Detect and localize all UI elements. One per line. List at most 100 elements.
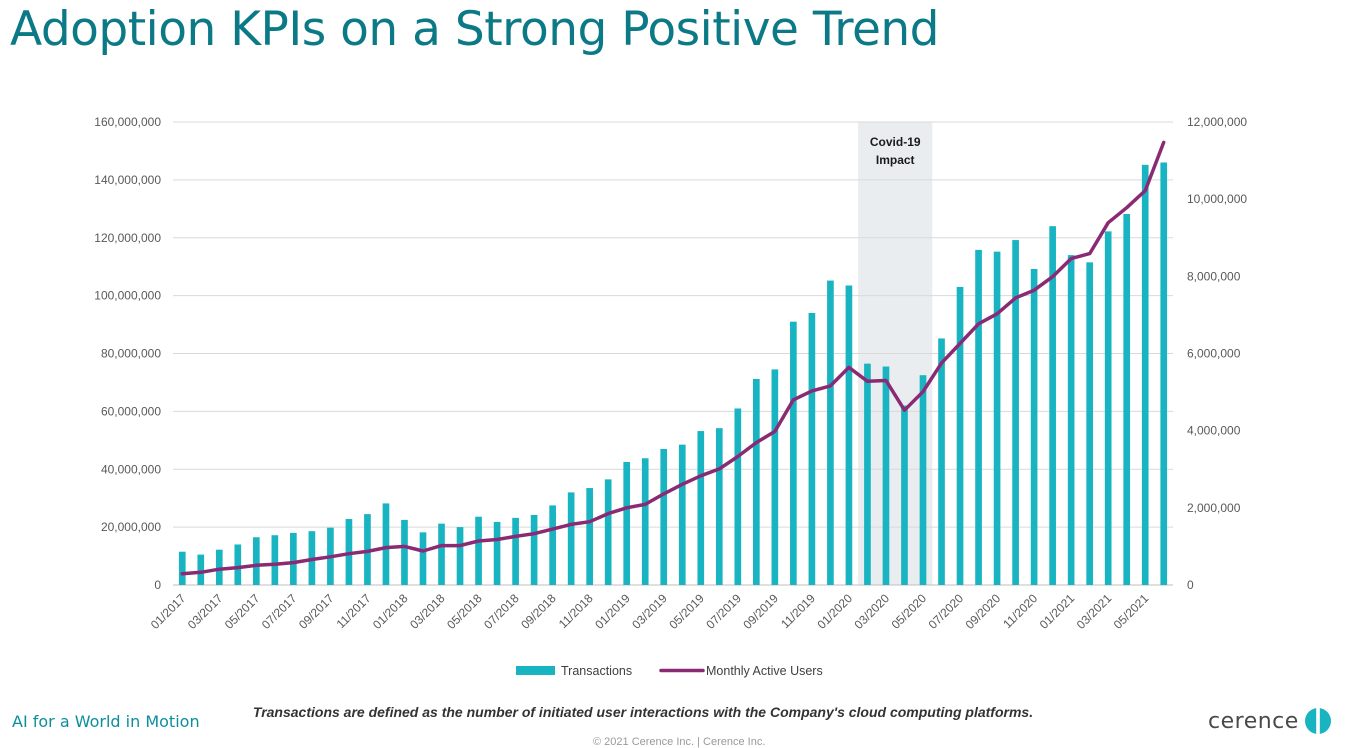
transactions-bar (678, 444, 686, 585)
x-tick-label: 01/2021 (1037, 591, 1078, 632)
right-y-tick-label: 10,000,000 (1187, 192, 1247, 206)
x-tick-label: 11/2020 (1000, 591, 1040, 631)
transactions-bar (641, 458, 649, 585)
x-tick-label: 11/2018 (556, 591, 596, 631)
transactions-bar (790, 321, 797, 585)
transactions-bar (419, 532, 427, 585)
right-y-tick-label: 6,000,000 (1187, 347, 1241, 361)
x-axis: 01/201703/201705/201707/201709/201711/20… (148, 591, 1152, 632)
x-tick-label: 11/2017 (334, 591, 374, 631)
transactions-bar (753, 378, 760, 585)
transactions-bar (1160, 162, 1168, 585)
transactions-bar (178, 551, 186, 585)
x-tick-label: 03/2020 (852, 591, 893, 632)
right-y-axis: 0 2,000,000 4,000,000 6,000,000 8,000,000 10,… (1187, 115, 1247, 592)
left-y-tick-label: 60,000,000 (101, 404, 161, 418)
x-tick-label: 03/2017 (185, 591, 226, 632)
transactions-bar (1141, 164, 1149, 585)
transactions-bar (623, 462, 631, 585)
transactions-bar (864, 363, 871, 585)
transactions-bar (456, 527, 464, 585)
transactions-bar (253, 537, 260, 585)
mau-line (180, 140, 1166, 576)
x-tick-label: 09/2020 (963, 591, 1004, 632)
transactions-bar (586, 488, 593, 585)
x-tick-label: 07/2017 (259, 591, 300, 632)
transactions-bar (215, 549, 223, 585)
transactions-bar (771, 369, 779, 585)
x-tick-label: 09/2019 (740, 591, 781, 632)
transactions-bar (1104, 231, 1112, 586)
left-y-tick-label: 80,000,000 (101, 347, 161, 361)
covid-annotation: Covid-19 Impact (870, 135, 921, 167)
x-tick-label: 01/2020 (814, 591, 855, 632)
x-tick-label: 05/2017 (222, 591, 263, 632)
x-tick-label: 05/2021 (1111, 591, 1152, 632)
transactions-bar (382, 503, 390, 585)
footnote: Transactions are defined as the number o… (252, 704, 1034, 720)
right-y-tick-label: 2,000,000 (1187, 501, 1241, 515)
transactions-bar (993, 251, 1001, 585)
x-tick-label: 03/2018 (407, 591, 448, 632)
x-tick-label: 03/2019 (629, 591, 670, 632)
transactions-bar (1012, 240, 1019, 585)
transactions-bar (567, 492, 575, 585)
covid-annotation-line2: Impact (876, 153, 915, 167)
mau-line-layer (180, 140, 1166, 576)
x-tick-label: 05/2018 (444, 591, 485, 632)
cerence-mark-icon (1304, 707, 1331, 735)
transactions-bar (882, 366, 890, 585)
transactions-bar (234, 544, 242, 585)
cerence-logo: cerence (1208, 706, 1332, 736)
transactions-bar (1123, 214, 1131, 586)
kpi-combo-chart: Covid-19 Impact 0 20,000,000 40,000,000 60,… (94, 115, 1247, 678)
x-tick-label: 01/2019 (592, 591, 633, 632)
left-y-tick-label: 120,000,000 (94, 231, 161, 245)
legend-transactions-swatch (516, 666, 555, 675)
transactions-bar (919, 375, 927, 585)
legend-mau-label: Monthly Active Users (706, 664, 823, 678)
left-y-tick-label: 140,000,000 (94, 173, 161, 187)
transactions-bar (956, 286, 964, 585)
transactions-bar (493, 521, 501, 585)
transactions-bar (697, 431, 705, 585)
transactions-bar (401, 519, 408, 585)
x-tick-label: 07/2018 (481, 591, 522, 632)
left-y-tick-label: 20,000,000 (101, 520, 161, 534)
x-tick-label: 09/2017 (296, 591, 337, 632)
left-y-tick-label: 100,000,000 (94, 289, 161, 303)
left-y-tick-label: 40,000,000 (101, 462, 161, 476)
transactions-bars (178, 162, 1168, 586)
transactions-bar (290, 532, 297, 585)
transactions-bar (475, 516, 482, 585)
transactions-bar (1086, 262, 1093, 585)
transactions-bar (901, 405, 908, 585)
right-y-tick-label: 4,000,000 (1187, 424, 1241, 438)
x-tick-label: 03/2021 (1074, 591, 1115, 632)
transactions-bar (808, 312, 816, 585)
transactions-bar (364, 514, 371, 585)
transactions-bar (715, 428, 723, 585)
transactions-bar (438, 523, 445, 585)
right-y-tick-label: 12,000,000 (1187, 115, 1247, 129)
x-tick-label: 07/2019 (703, 591, 744, 632)
right-y-tick-label: 8,000,000 (1187, 269, 1241, 283)
slide-title: Adoption KPIs on a Strong Positive Trend (10, 2, 940, 57)
transactions-bar (938, 338, 945, 585)
x-tick-label: 05/2019 (666, 591, 707, 632)
x-tick-label: 01/2017 (148, 591, 189, 632)
tagline: AI for a World in Motion (12, 712, 200, 731)
gridlines (173, 121, 1173, 586)
transactions-bar (734, 408, 742, 585)
covid-annotation-line1: Covid-19 (870, 135, 921, 149)
x-tick-label: 11/2019 (778, 591, 818, 631)
transactions-bar (975, 249, 982, 585)
transactions-bar (845, 285, 853, 585)
left-y-tick-label: 160,000,000 (94, 115, 161, 129)
transactions-bar (197, 554, 205, 585)
x-tick-label: 05/2020 (889, 591, 930, 632)
logo-wordmark: cerence (1208, 708, 1299, 734)
left-y-tick-label: 0 (154, 578, 161, 592)
x-tick-label: 09/2018 (518, 591, 559, 632)
transactions-bar (827, 280, 834, 585)
